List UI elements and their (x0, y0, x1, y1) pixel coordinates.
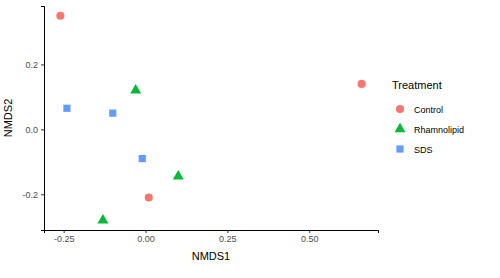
y-axis: -0.2 0.0 0.2 (22, 7, 44, 231)
point (63, 105, 70, 112)
legend-symbol (396, 105, 404, 113)
point (173, 170, 184, 179)
tick-label: 0.25 (219, 234, 237, 244)
tick-label: 0.2 (25, 60, 38, 70)
tick-mark (227, 230, 228, 233)
tick-mark (64, 230, 65, 233)
tick-mark (41, 194, 44, 195)
tick-label: 0.0 (25, 125, 38, 135)
legend: Treatment Control Rhamnolipid SDS (392, 79, 464, 155)
tick-label: -0.25 (54, 234, 75, 244)
tick-mark (309, 230, 310, 233)
x-axis-line (45, 231, 379, 234)
legend-label: Rhamnolipid (414, 125, 464, 135)
x-axis-title: NMDS1 (192, 250, 231, 262)
tick-mark (146, 230, 147, 233)
tick: 0.0 (25, 125, 44, 135)
x-axis: -0.25 0.00 0.25 0.50 (45, 230, 379, 244)
tick: -0.2 (22, 190, 44, 200)
point (139, 155, 146, 162)
point (109, 110, 116, 117)
legend-symbol (396, 145, 403, 152)
point (358, 80, 366, 88)
legend-label: Control (414, 105, 443, 115)
tick-label: 0.00 (137, 234, 155, 244)
point (97, 214, 108, 223)
tick-label: -0.2 (22, 190, 38, 200)
tick: 0.2 (25, 60, 44, 70)
y-axis-line (41, 7, 45, 231)
legend-label: SDS (414, 145, 433, 155)
tick-mark (41, 64, 44, 65)
tick: 0.25 (219, 230, 237, 244)
legend-title: Treatment (392, 79, 442, 91)
tick-label: 0.50 (301, 234, 319, 244)
point (130, 84, 141, 93)
y-axis-title: NMDS2 (2, 99, 14, 138)
tick-mark (41, 129, 44, 130)
legend-symbol (395, 123, 406, 132)
tick: -0.25 (54, 230, 75, 244)
tick: 0.50 (301, 230, 319, 244)
chart: -0.25 0.00 0.25 0.50 -0.2 0.0 0.2 NMDS1 NMDS2 Tre… (0, 0, 500, 278)
point (56, 12, 64, 20)
point (145, 193, 153, 201)
tick: 0.00 (137, 230, 155, 244)
points (56, 12, 365, 224)
